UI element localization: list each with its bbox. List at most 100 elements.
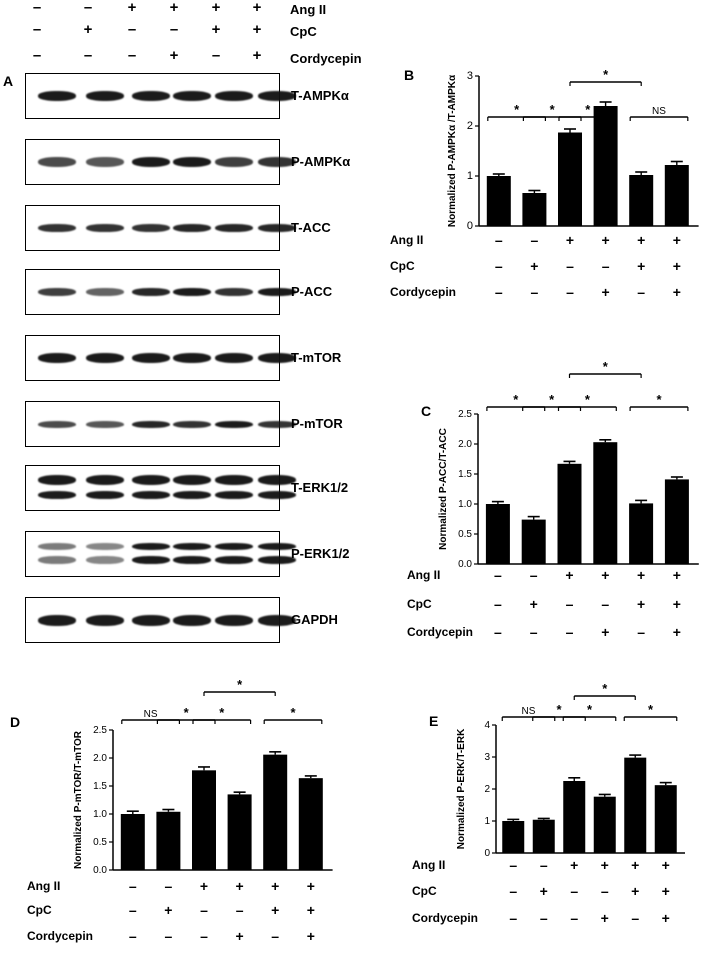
y-axis-label: Normalized P-ERK/T-ERK xyxy=(456,728,467,849)
blot-band xyxy=(215,288,253,296)
blot-band xyxy=(86,614,124,626)
blot-band xyxy=(215,420,253,428)
treatment-sign: + xyxy=(601,567,609,583)
treatment-sign: – xyxy=(271,928,279,944)
panel-letter-a: A xyxy=(3,73,14,89)
sign-cordycepin-4: + xyxy=(169,47,179,64)
blot-band xyxy=(215,353,253,363)
blot-band xyxy=(132,556,170,564)
bar xyxy=(485,504,510,564)
significance-label: * xyxy=(603,67,609,82)
bar xyxy=(532,819,555,853)
sign-angii-2: – xyxy=(83,0,93,16)
y-tick-label: 0.0 xyxy=(93,865,107,876)
panel-letter-e: E xyxy=(429,713,439,729)
sign-cpc-3: – xyxy=(127,21,137,38)
treatment-sign: + xyxy=(637,232,645,248)
blot-band xyxy=(173,353,211,363)
sign-cordycepin-6: + xyxy=(252,47,262,64)
treatment-sign: – xyxy=(570,910,578,926)
chart-panel-e: 0 1 2 3 4 Normalized P-ERK/T-ERK NS * * * * Ang II –… xyxy=(412,681,685,926)
blot-strip xyxy=(25,205,296,251)
treatment-sign: + xyxy=(673,624,681,640)
y-tick-label: 0 xyxy=(467,220,473,232)
significance-label: NS xyxy=(652,106,666,117)
treatment-sign: + xyxy=(673,596,681,612)
treatment-sign: – xyxy=(509,857,517,873)
bar xyxy=(120,814,145,870)
blot-band xyxy=(38,157,76,167)
blot-band xyxy=(132,614,170,626)
panel-letter-d: D xyxy=(10,714,21,730)
blot-band xyxy=(173,556,211,564)
blot-strip xyxy=(25,269,296,315)
blot-band xyxy=(173,491,211,499)
blot-band xyxy=(258,475,296,485)
blot-label: P-ERK1/2 xyxy=(291,546,350,561)
blot-band xyxy=(86,542,124,550)
sign-angii-6: + xyxy=(252,0,262,16)
y-tick-label: 3 xyxy=(467,70,473,82)
blot-band xyxy=(173,91,211,101)
treatment-sign: – xyxy=(531,232,539,248)
treatment-sign: + xyxy=(271,878,279,894)
blot-band xyxy=(258,288,296,296)
panel-letter-c: C xyxy=(421,403,432,419)
treatment-row-label: Ang II xyxy=(407,568,440,582)
sign-cpc-5: + xyxy=(211,21,221,38)
bar xyxy=(558,132,582,226)
blot-band xyxy=(215,475,253,485)
treatment-sign: – xyxy=(129,902,137,918)
blot-label: P-ACC xyxy=(291,284,333,299)
treatment-sign: + xyxy=(530,258,538,274)
treatment-sign: + xyxy=(530,596,538,612)
blot-band xyxy=(215,614,253,626)
blot-band xyxy=(86,475,124,485)
significance-label: * xyxy=(237,677,243,692)
treatment-sign: – xyxy=(566,624,574,640)
blot-band xyxy=(173,614,211,626)
treatment-sign: – xyxy=(530,624,538,640)
treatment-sign: – xyxy=(637,624,645,640)
sign-cpc-2: + xyxy=(83,21,93,38)
significance-label: * xyxy=(219,705,225,720)
treatment-sign: – xyxy=(509,910,517,926)
blot-band xyxy=(86,556,124,564)
blot-band xyxy=(215,224,253,232)
treatment-sign: – xyxy=(200,902,208,918)
treatment-sign: – xyxy=(129,928,137,944)
bar xyxy=(298,778,323,870)
blot-label: T-AMPKα xyxy=(291,88,349,103)
treatment-sign: + xyxy=(601,857,609,873)
treatment-sign: + xyxy=(565,567,573,583)
chart-panel-c: 0.0 0.5 1.0 1.5 2.0 2.5 Normalized P-ACC/T-ACC… xyxy=(407,359,699,640)
treatment-sign: – xyxy=(200,928,208,944)
blot-band xyxy=(132,353,170,363)
treatment-sign: + xyxy=(637,258,645,274)
blot-band xyxy=(215,91,253,101)
blot-label: P-AMPKα xyxy=(291,154,351,169)
treatment-sign: + xyxy=(307,928,315,944)
treatment-sign: – xyxy=(509,883,517,899)
treatment-sign: – xyxy=(165,878,173,894)
treatment-sign: + xyxy=(673,232,681,248)
blot-band xyxy=(215,556,253,564)
blot-band xyxy=(38,91,76,101)
y-axis-label: Normalized P-mTOR/T-mTOR xyxy=(73,730,84,869)
sign-cpc-4: – xyxy=(169,21,179,38)
blot-band xyxy=(215,491,253,499)
blot-band xyxy=(173,542,211,550)
blot-strip xyxy=(25,597,296,643)
bar xyxy=(156,811,181,870)
blot-band xyxy=(132,491,170,499)
treatment-sign: – xyxy=(540,857,548,873)
bar xyxy=(563,781,586,853)
blot-band xyxy=(258,614,296,626)
blot-band xyxy=(258,353,296,363)
treatment-row-label: Cordycepin xyxy=(390,285,456,299)
bar xyxy=(624,757,647,853)
blot-label: T-ERK1/2 xyxy=(291,480,349,495)
significance-label: * xyxy=(514,102,520,117)
treatment-sign: + xyxy=(673,258,681,274)
y-tick-label: 1.0 xyxy=(458,499,472,510)
